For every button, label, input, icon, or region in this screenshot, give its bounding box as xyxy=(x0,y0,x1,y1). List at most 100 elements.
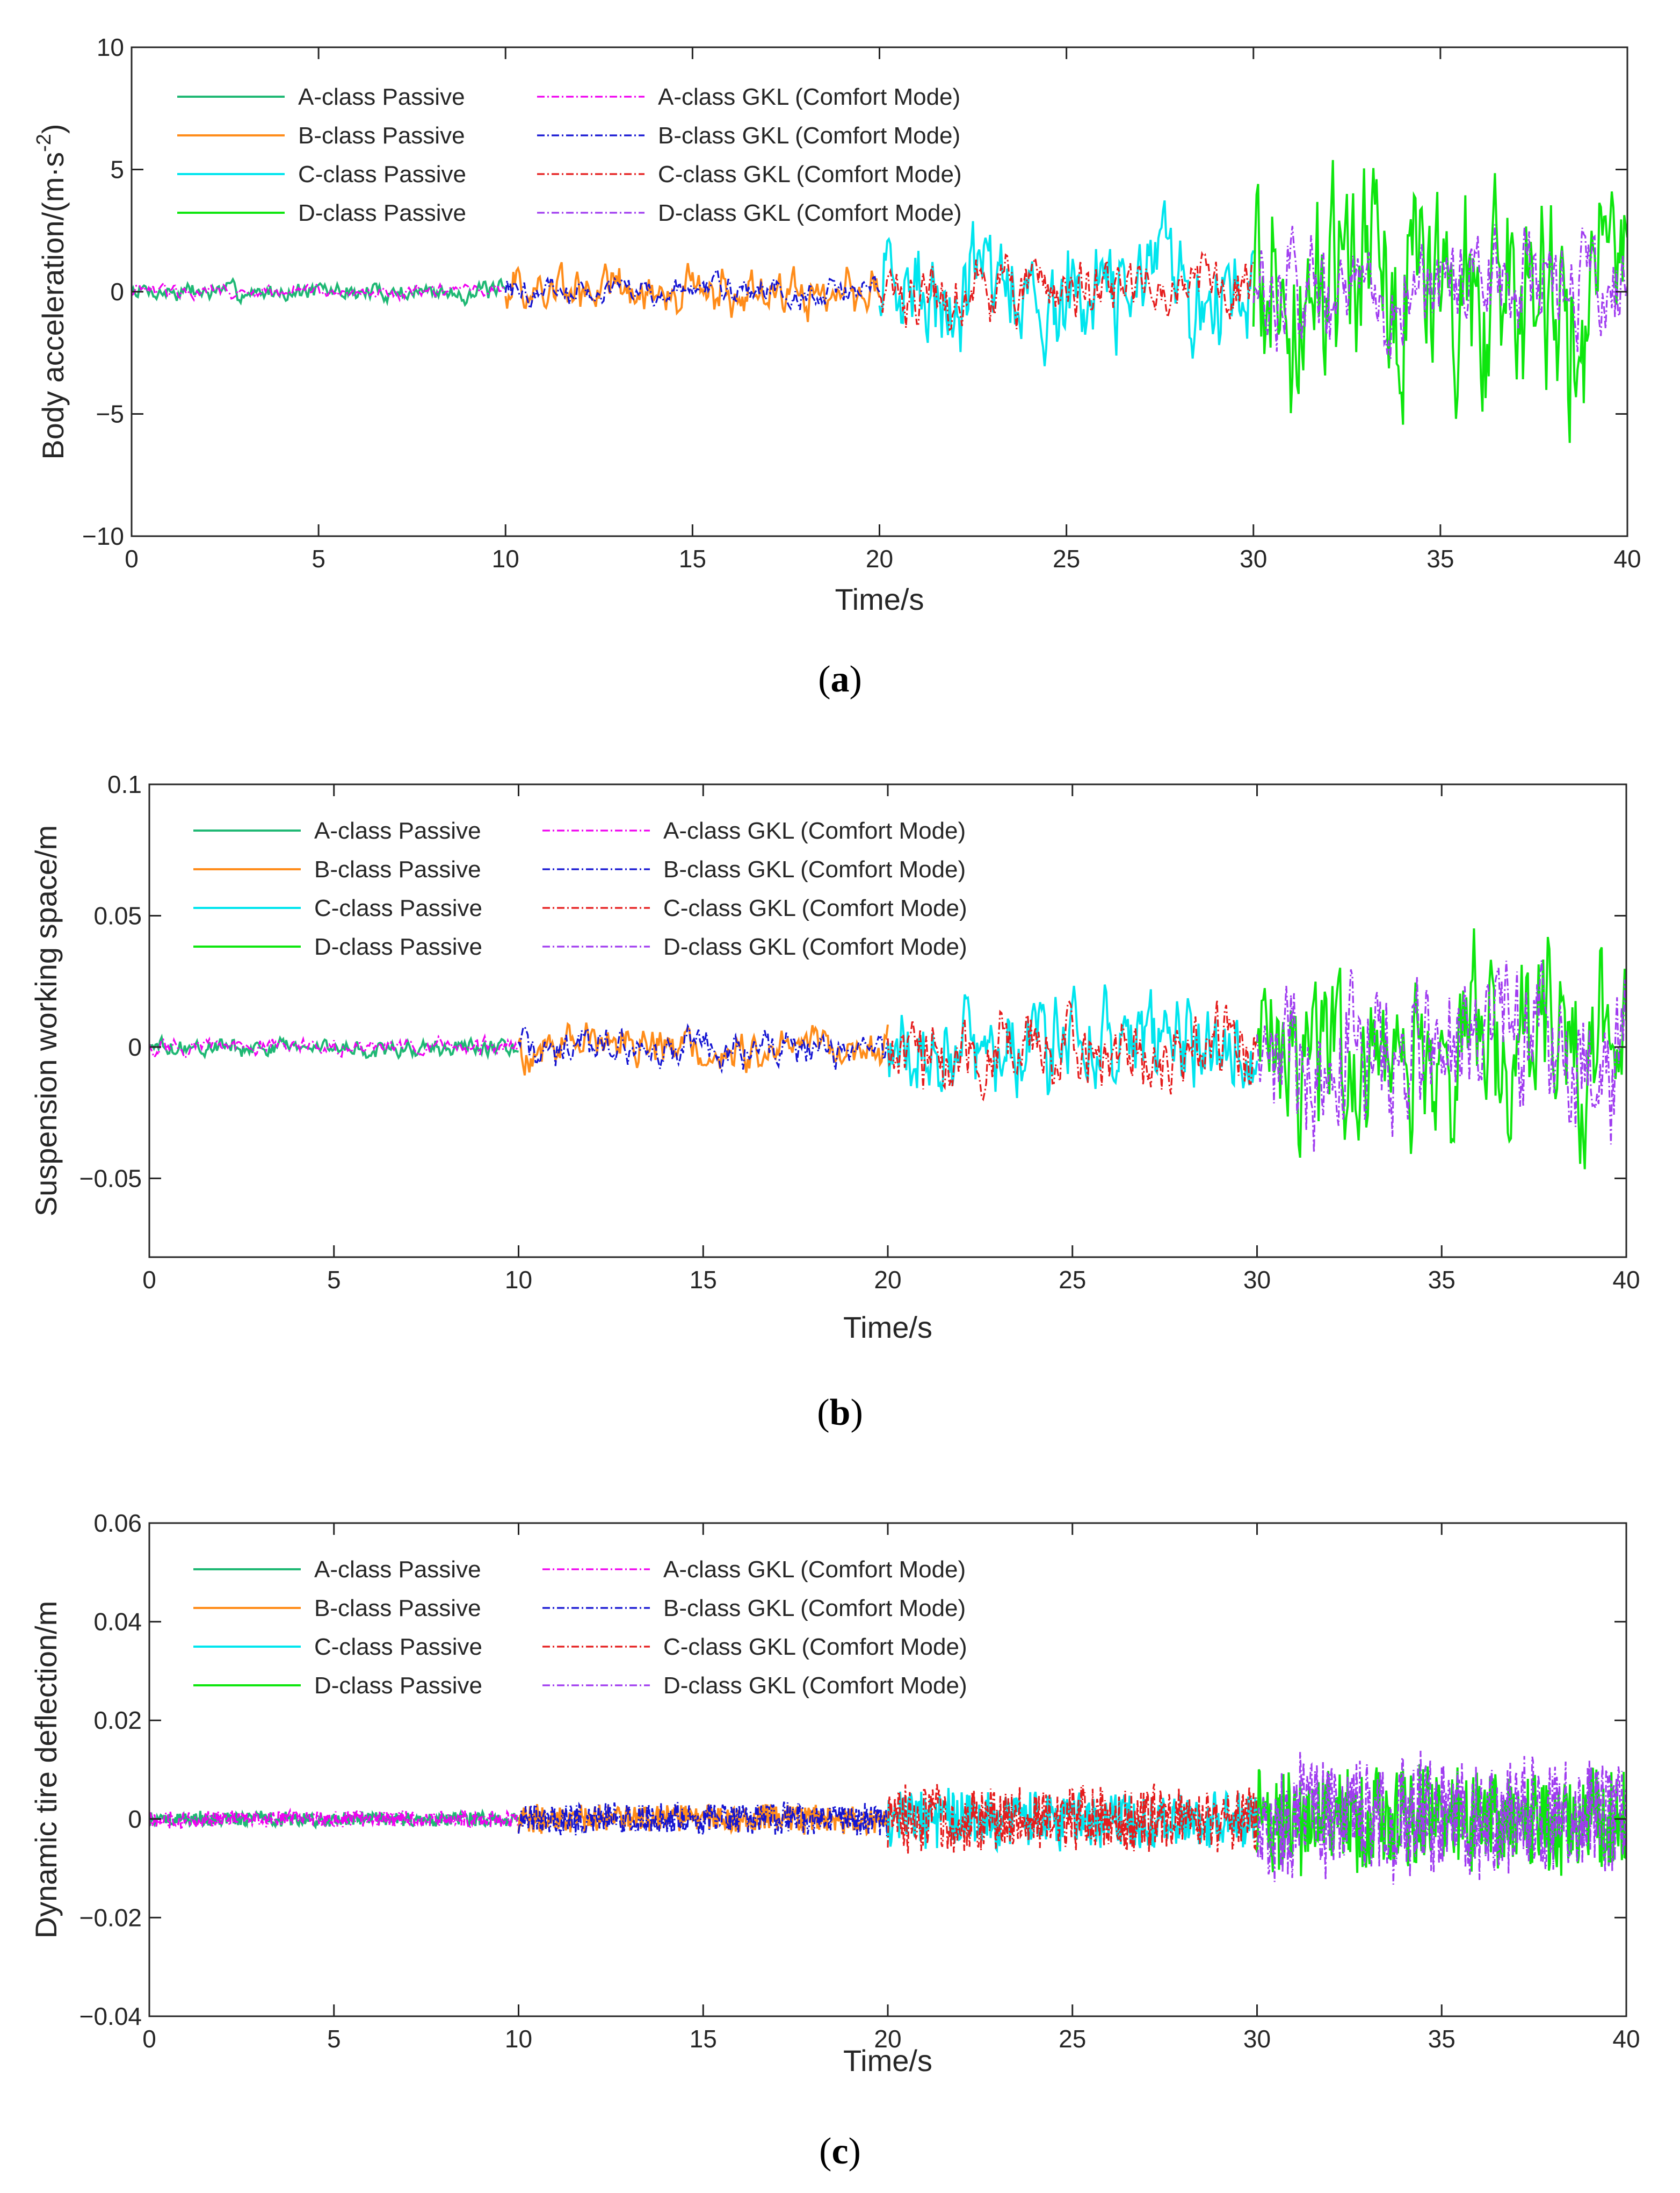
chart-body-acceleration: 0 5 10 15 20 25 30 35 40 10 5 0 −5 −10 Time/s Body acce… xyxy=(33,33,1641,616)
caption-b-letter: b xyxy=(829,1392,851,1433)
legend-label-passive: A-class Passive xyxy=(298,84,465,110)
series-line-30-40-passive xyxy=(1252,160,1627,443)
x-tick-label: 40 xyxy=(1613,545,1641,573)
x-tick-label: 40 xyxy=(1612,2025,1640,2053)
legend-label-gkl: A-class GKL (Comfort Mode) xyxy=(663,1556,966,1583)
caption-a-letter: a xyxy=(830,659,850,700)
chart-dynamic-tire-deflection: 0 5 10 15 20 25 30 35 40 0.06 0.04 0.02 0 −0.02 −0.04 T… xyxy=(29,1509,1640,2077)
x-axis-label: Time/s xyxy=(843,1310,932,1344)
y-tick-label: 0 xyxy=(128,1033,142,1061)
legend-label-passive: B-class Passive xyxy=(314,1595,481,1621)
legend-label-passive: D-class Passive xyxy=(298,200,466,226)
x-tick-label: 5 xyxy=(327,2025,341,2053)
axes-box xyxy=(148,783,1627,1258)
x-tick-label: 30 xyxy=(1240,545,1267,573)
x-tick-label: 35 xyxy=(1428,1266,1455,1294)
y-axis-label-main: Dynamic tire deflection/m xyxy=(29,1601,63,1939)
y-axis-label: Suspension working space/m xyxy=(29,825,63,1216)
x-tick-label: 25 xyxy=(1059,2025,1086,2053)
x-tick-label: 15 xyxy=(679,545,706,573)
legend-label-gkl: D-class GKL (Comfort Mode) xyxy=(663,934,967,960)
y-tick-label: −0.05 xyxy=(79,1164,142,1192)
x-tick-label: 10 xyxy=(505,2025,532,2053)
series-line-20-30-passive xyxy=(878,200,1255,366)
x-tick-label: 40 xyxy=(1612,1266,1640,1294)
y-tick-label: 5 xyxy=(110,156,124,184)
x-tick-label: 10 xyxy=(505,1266,532,1294)
legend-label-gkl: B-class GKL (Comfort Mode) xyxy=(663,856,966,883)
x-tick-label: 0 xyxy=(125,545,139,573)
x-tick-label: 0 xyxy=(142,2025,156,2053)
y-axis-label-main: Body acceleration/(m·s xyxy=(36,152,70,460)
x-tick-label: 30 xyxy=(1243,2025,1271,2053)
caption-c-letter: c xyxy=(831,2131,849,2172)
series-line-10-20-gkl xyxy=(518,1023,889,1074)
series-line-0-10-gkl xyxy=(149,1033,519,1059)
x-tick-label: 15 xyxy=(690,2025,717,2053)
plot-series-group xyxy=(132,160,1627,443)
legend-label-gkl: D-class GKL (Comfort Mode) xyxy=(658,200,962,226)
y-tick-label: 0.02 xyxy=(93,1706,142,1734)
caption-b: (b) xyxy=(817,1392,863,1433)
y-tick-label: 0.06 xyxy=(93,1509,142,1537)
y-tick-label: 0 xyxy=(110,278,124,306)
legend-label-passive: B-class Passive xyxy=(298,122,465,149)
series-line-10-20-passive xyxy=(504,262,881,322)
x-axis-label: Time/s xyxy=(843,2044,932,2077)
series-line-10-20-gkl xyxy=(504,268,880,311)
x-tick-label: 25 xyxy=(1059,1266,1086,1294)
x-tick-label: 5 xyxy=(327,1266,341,1294)
x-tick-label: 25 xyxy=(1053,545,1080,573)
x-tick-label: 10 xyxy=(492,545,519,573)
series-line-10-20-gkl xyxy=(517,1801,889,1837)
panel-b: 0 5 10 15 20 25 30 35 40 0.1 0.05 0 −0.05 Time/s Suspe… xyxy=(0,731,1680,1467)
legend-label-passive: B-class Passive xyxy=(314,856,481,883)
y-tick-label: 0.05 xyxy=(93,901,142,929)
legend-label-passive: C-class Passive xyxy=(314,895,482,921)
legend-label-passive: D-class Passive xyxy=(314,1672,482,1699)
series-line-20-30-passive xyxy=(887,984,1258,1098)
legend-label-passive: C-class Passive xyxy=(314,1634,482,1660)
x-axis-label: Time/s xyxy=(835,582,924,616)
x-tick-label: 5 xyxy=(312,545,325,573)
legend-label-gkl: C-class GKL (Comfort Mode) xyxy=(663,895,967,921)
legend-label-passive: A-class Passive xyxy=(314,1556,481,1583)
series-line-0-10-gkl xyxy=(149,1807,519,1831)
y-axis-label-sup: -2 xyxy=(33,134,55,152)
legend-label-gkl: A-class GKL (Comfort Mode) xyxy=(663,818,966,844)
plot-series-group xyxy=(149,928,1626,1170)
plot-series-group xyxy=(149,1750,1626,1885)
y-axis-label: Dynamic tire deflection/m xyxy=(29,1601,63,1939)
legend-label-passive: A-class Passive xyxy=(314,818,481,844)
legend-label-gkl: C-class GKL (Comfort Mode) xyxy=(663,1634,967,1660)
series-line-30-40-gkl xyxy=(1256,1750,1626,1885)
y-axis-label-end: ) xyxy=(36,124,70,134)
caption-c: (c) xyxy=(819,2131,861,2172)
x-tick-label: 0 xyxy=(142,1266,156,1294)
x-tick-label: 35 xyxy=(1428,2025,1455,2053)
y-tick-label: 10 xyxy=(97,33,124,61)
series-line-20-30-gkl xyxy=(879,250,1254,331)
y-tick-label: −10 xyxy=(82,522,124,550)
y-tick-label: 0.1 xyxy=(107,770,142,798)
x-tick-label: 20 xyxy=(874,2025,901,2053)
x-tick-label: 35 xyxy=(1426,545,1454,573)
legend-label-passive: D-class Passive xyxy=(314,934,482,960)
series-line-30-40-passive xyxy=(1256,928,1626,1170)
series-line-10-20-passive xyxy=(517,1022,889,1076)
y-tick-label: 0.04 xyxy=(93,1608,142,1636)
series-line-20-30-gkl xyxy=(887,999,1258,1102)
panel-a: 0 5 10 15 20 25 30 35 40 10 5 0 −5 −10 Time/s Body acce… xyxy=(0,0,1680,731)
legend-label-gkl: B-class GKL (Comfort Mode) xyxy=(663,1595,966,1621)
legend-label-gkl: D-class GKL (Comfort Mode) xyxy=(663,1672,967,1699)
y-tick-label: −0.02 xyxy=(79,1903,142,1931)
series-line-0-10-gkl xyxy=(132,282,506,302)
y-axis-label: Body acceleration/(m·s-2) xyxy=(33,124,70,459)
y-tick-label: −0.04 xyxy=(79,2002,142,2030)
legend-label-gkl: A-class GKL (Comfort Mode) xyxy=(658,84,960,110)
y-axis-label-main: Suspension working space/m xyxy=(29,825,63,1216)
y-tick-label: −5 xyxy=(96,400,124,428)
x-tick-label: 15 xyxy=(690,1266,717,1294)
y-tick-label: 0 xyxy=(128,1805,142,1833)
x-tick-label: 20 xyxy=(874,1266,901,1294)
